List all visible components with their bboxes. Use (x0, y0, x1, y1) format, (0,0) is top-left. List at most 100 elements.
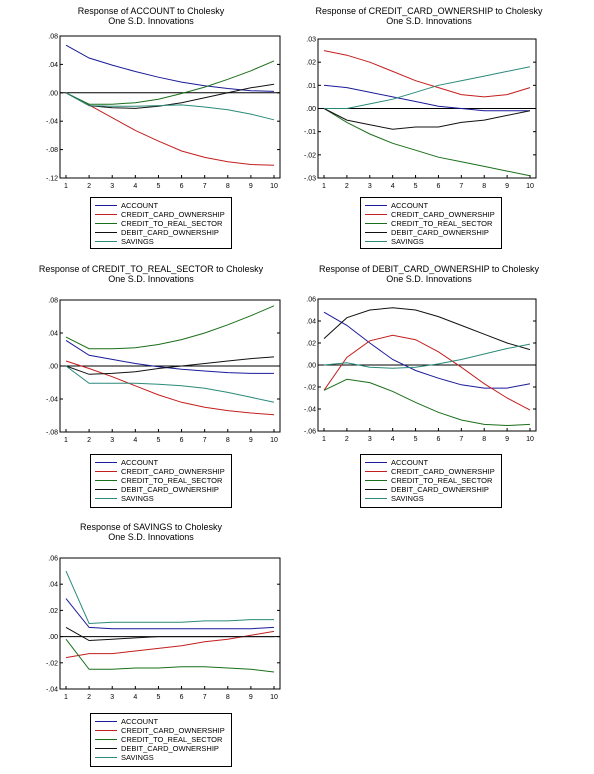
x-tick-label: 6 (436, 183, 440, 190)
x-tick-label: 5 (156, 694, 160, 701)
legend-swatch (95, 232, 117, 233)
legend-swatch (95, 471, 117, 472)
x-tick-label: 1 (64, 183, 68, 190)
irf-chart-svg: -.03 -.02 -.01 .00 .01 .02 .03 1 2 3 4 5 6 7 8 9 10 (304, 37, 537, 190)
legend-swatch (95, 498, 117, 499)
x-tick-label: 8 (482, 183, 486, 190)
legend-swatch (95, 739, 117, 740)
x-tick-label: 9 (505, 436, 509, 443)
y-tick-label: .01 (306, 83, 316, 90)
y-tick-label: .00 (306, 363, 316, 370)
series-line-savings (324, 66, 531, 109)
series-line-credit-card-ownership (323, 50, 531, 98)
legend-label: DEBIT_CARD_OWNERSHIP (391, 485, 489, 494)
x-tick-label: 2 (87, 437, 91, 444)
legend-swatch (95, 721, 117, 722)
legend-swatch (365, 471, 387, 472)
legend-label: ACCOUNT (391, 201, 429, 210)
y-tick-label: -.04 (46, 397, 58, 404)
chart-legend: ACCOUNT CREDIT_CARD_OWNERSHIP CREDIT_TO_RE… (90, 454, 232, 508)
y-tick-label: -.04 (304, 407, 316, 414)
x-tick-label: 3 (110, 183, 114, 190)
x-tick-label: 4 (133, 694, 137, 701)
series-line-account (65, 598, 275, 630)
legend-label: DEBIT_CARD_OWNERSHIP (121, 485, 219, 494)
y-tick-label: -.04 (46, 119, 58, 126)
y-tick-label: .02 (306, 60, 316, 67)
series-line-account (65, 44, 275, 92)
chart-title: Response of DEBIT_CARD_OWNERSHIP to Chol… (296, 264, 562, 286)
x-tick-label: 9 (249, 694, 253, 701)
series-line-credit-card-ownership (65, 92, 275, 166)
chart-title: Response of CREDIT_CARD_OWNERSHIP to Cho… (296, 6, 562, 28)
y-tick-label: -.12 (46, 176, 58, 183)
legend-swatch (95, 489, 117, 490)
x-tick-label: 6 (180, 437, 184, 444)
series-line-savings (65, 92, 275, 121)
x-tick-label: 3 (368, 183, 372, 190)
chart-title-line-1: Response of DEBIT_CARD_OWNERSHIP to Chol… (319, 264, 539, 274)
x-tick-label: 9 (249, 437, 253, 444)
legend-label: CREDIT_TO_REAL_SECTOR (121, 476, 223, 485)
legend-swatch (95, 241, 117, 242)
legend-label: ACCOUNT (391, 458, 429, 467)
x-tick-label: 8 (226, 437, 230, 444)
x-tick-label: 2 (345, 436, 349, 443)
legend-label: ACCOUNT (121, 717, 159, 726)
chart-title-line-2: One S.D. Innovations (108, 274, 194, 284)
legend-swatch (365, 223, 387, 224)
chart-title-line-1: Response of ACCOUNT to Cholesky (77, 6, 225, 16)
chart-title-line-2: One S.D. Innovations (108, 16, 194, 26)
chart-title-line-2: One S.D. Innovations (386, 274, 472, 284)
x-tick-label: 8 (482, 436, 486, 443)
x-tick-label: 5 (156, 437, 160, 444)
chart-legend: ACCOUNT CREDIT_CARD_OWNERSHIP CREDIT_TO_RE… (360, 454, 502, 508)
x-tick-label: 2 (87, 183, 91, 190)
series-line-credit-card-ownership (323, 334, 531, 411)
irf-chart-svg: -.08 -.04 .00 .04 .08 1 2 3 4 5 6 7 8 9 10 (46, 298, 281, 444)
chart-title: Response of SAVINGS to Cholesky One S.D.… (18, 522, 284, 544)
legend-swatch (365, 232, 387, 233)
series-line-debit-card-ownership (65, 626, 274, 642)
y-tick-label: .06 (48, 556, 58, 563)
chart-title-line-1: Response of CREDIT_TO_REAL_SECTOR to Cho… (38, 264, 264, 274)
x-tick-label: 8 (226, 694, 230, 701)
x-tick-label: 7 (459, 436, 463, 443)
series-line-debit-card-ownership (323, 108, 531, 130)
x-tick-label: 5 (414, 183, 418, 190)
series-line-savings (65, 570, 274, 625)
series-line-credit-to-real-sector (323, 108, 531, 177)
y-tick-label: .02 (306, 341, 316, 348)
legend-swatch (365, 498, 387, 499)
x-tick-label: 4 (133, 437, 137, 444)
x-tick-label: 4 (391, 436, 395, 443)
x-tick-label: 7 (203, 437, 207, 444)
x-tick-label: 10 (270, 437, 278, 444)
y-tick-label: -.02 (304, 385, 316, 392)
legend-label: SAVINGS (121, 753, 154, 762)
legend-label: SAVINGS (121, 494, 154, 503)
legend-label: DEBIT_CARD_OWNERSHIP (391, 228, 489, 237)
x-tick-label: 7 (459, 183, 463, 190)
legend-label: SAVINGS (391, 237, 424, 246)
legend-label: DEBIT_CARD_OWNERSHIP (121, 744, 219, 753)
y-tick-label: .04 (48, 582, 58, 589)
y-tick-label: .04 (48, 331, 58, 338)
y-tick-label: .00 (48, 90, 58, 97)
y-tick-label: .08 (48, 34, 58, 41)
y-tick-label: .00 (306, 106, 316, 113)
y-tick-label: -.02 (46, 660, 58, 667)
y-tick-label: -.04 (46, 687, 58, 694)
y-tick-label: .02 (48, 608, 58, 615)
x-tick-label: 7 (203, 183, 207, 190)
chart-panel-debit-card-ownership: Response of DEBIT_CARD_OWNERSHIP to Chol… (296, 264, 562, 514)
x-tick-label: 1 (322, 183, 326, 190)
legend-swatch (95, 730, 117, 731)
legend-swatch (95, 223, 117, 224)
chart-panel-credit-card-ownership: Response of CREDIT_CARD_OWNERSHIP to Cho… (296, 6, 562, 250)
y-tick-label: .00 (48, 634, 58, 641)
legend-swatch (365, 462, 387, 463)
chart-legend: ACCOUNT CREDIT_CARD_OWNERSHIP CREDIT_TO_RE… (360, 197, 502, 249)
legend-swatch (365, 241, 387, 242)
legend-swatch (365, 480, 387, 481)
